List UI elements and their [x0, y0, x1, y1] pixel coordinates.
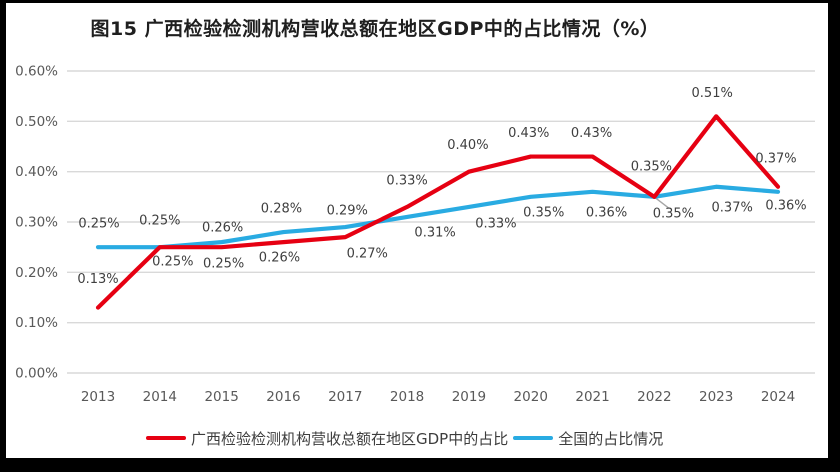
data-label: 0.37%: [755, 151, 796, 166]
data-label-leader-line: [654, 197, 669, 209]
y-axis-tick-label: 0.30%: [15, 215, 58, 231]
data-label: 0.43%: [571, 126, 612, 141]
data-label: 0.25%: [139, 214, 180, 229]
x-axis-tick-label: 2016: [266, 389, 300, 405]
data-label: 0.35%: [653, 206, 694, 221]
x-axis-tick-label: 2018: [390, 389, 424, 405]
series-line-national: [95, 184, 781, 250]
y-axis-tick-label: 0.20%: [15, 265, 58, 281]
y-axis-tick-label: 0.60%: [15, 64, 58, 80]
x-axis-tick-label: 2017: [328, 389, 362, 405]
legend-swatch-guangxi-line: [146, 436, 186, 440]
y-axis-tick-label: 0.40%: [15, 164, 58, 180]
series-line-guangxi: [95, 114, 781, 310]
x-axis-tick-label: 2020: [514, 389, 548, 405]
data-label: 0.33%: [386, 173, 427, 188]
legend-swatch-national-line: [513, 436, 554, 440]
data-label: 0.40%: [447, 138, 488, 153]
x-axis-tick-label: 2022: [637, 389, 671, 405]
x-axis-tick-label: 2015: [204, 389, 238, 405]
data-label: 0.25%: [78, 217, 119, 232]
data-label: 0.36%: [765, 198, 806, 213]
data-label: 0.43%: [508, 126, 549, 141]
data-label: 0.35%: [631, 159, 672, 174]
data-label: 0.51%: [692, 86, 733, 101]
data-label: 0.37%: [712, 200, 753, 215]
y-axis-tick-label: 0.50%: [15, 114, 58, 130]
data-label: 0.36%: [586, 205, 627, 220]
data-label: 0.28%: [261, 202, 302, 217]
data-label: 0.31%: [414, 225, 455, 240]
data-label: 0.29%: [327, 204, 368, 219]
legend: 广西检验检测机构营收总额在地区GDP中的占比 全国的占比情况: [141, 427, 663, 449]
data-label: 0.25%: [203, 257, 244, 272]
x-axis-tick-label: 2024: [761, 389, 795, 405]
chart-panel: 图15 广西检验检测机构营收总额在地区GDP中的占比情况（%） 0.00% 0.1…: [6, 3, 828, 458]
x-axis-tick-label: 2023: [699, 389, 733, 405]
data-label: 0.35%: [523, 205, 564, 220]
y-axis-tick-label: 0.00%: [15, 366, 58, 382]
x-axis-tick-label: 2014: [143, 389, 177, 405]
data-label: 0.26%: [259, 251, 300, 266]
chart-canvas: 0.00% 0.10% 0.20% 0.30% 0.40% 0.50% 0.60% 2013 2…: [15, 64, 815, 405]
y-axis-tick-label: 0.10%: [15, 315, 58, 331]
data-label: 0.13%: [77, 272, 118, 287]
chart-title: 图15 广西检验检测机构营收总额在地区GDP中的占比情况（%）: [90, 18, 660, 40]
data-label: 0.25%: [152, 255, 193, 270]
data-label: 0.26%: [202, 221, 243, 236]
x-axis-tick-label: 2021: [575, 389, 609, 405]
legend-label-national: 全国的占比情况: [558, 429, 664, 448]
data-label: 0.33%: [475, 216, 516, 231]
x-axis-tick-label: 2013: [81, 389, 115, 405]
legend-label-guangxi: 广西检验检测机构营收总额在地区GDP中的占比: [191, 429, 509, 448]
data-label: 0.27%: [347, 247, 388, 262]
x-axis-tick-label: 2019: [452, 389, 486, 405]
